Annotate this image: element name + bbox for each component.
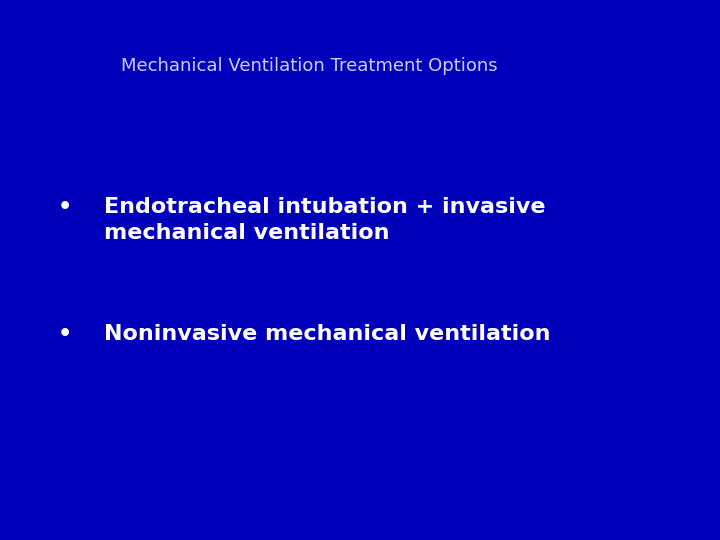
Text: Mechanical Ventilation Treatment Options: Mechanical Ventilation Treatment Options [121, 57, 498, 75]
Text: Noninvasive mechanical ventilation: Noninvasive mechanical ventilation [104, 324, 551, 344]
Text: •: • [58, 197, 72, 217]
Text: •: • [58, 324, 72, 344]
Text: Endotracheal intubation + invasive
mechanical ventilation: Endotracheal intubation + invasive mecha… [104, 197, 546, 242]
